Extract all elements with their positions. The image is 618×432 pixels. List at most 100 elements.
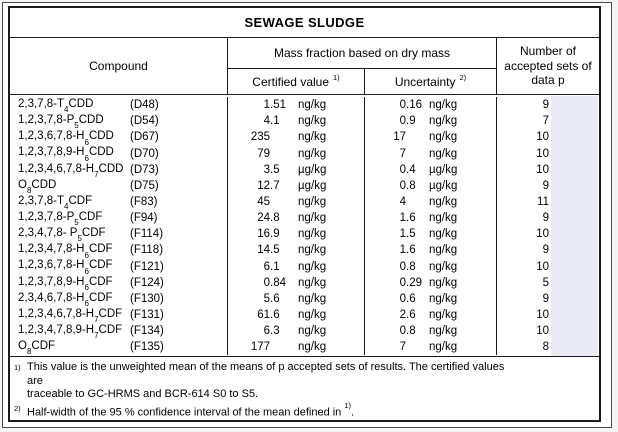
certified-value-fraction: .5 xyxy=(270,244,280,257)
compound-name: 1,2,3,6,7,8-H6CDF xyxy=(18,259,113,276)
uncertainty-number: 1 xyxy=(399,244,406,257)
table-row: 2,3,7,8-T4CDF (F83) 45 ng/kg 4 ng/kg 11 xyxy=(10,193,599,211)
certified-value-cell: 45 ng/kg xyxy=(228,193,365,211)
footnote-marker: 1) xyxy=(14,363,21,373)
accepted-sets-value: 10 xyxy=(536,325,549,338)
uncertainty-cell: 1.6 ng/kg xyxy=(365,210,497,227)
uncertainty-number: 1 xyxy=(399,228,406,241)
uncertainty-number: 0 xyxy=(399,115,406,128)
certification-table: SEWAGE SLUDGE Compound Mass fraction bas… xyxy=(8,6,601,422)
table-row: 1,2,3,4,6,7,8-H7CDF (F131) 61.6 ng/kg 2.6 ng/… xyxy=(10,306,599,325)
accepted-sets-value: 9 xyxy=(542,99,549,112)
certified-value-number: 5 xyxy=(263,292,270,305)
accepted-sets-cell: 10 xyxy=(497,323,599,339)
uncertainty-number: 0 xyxy=(399,260,406,273)
accepted-sets-value: 9 xyxy=(542,244,549,257)
table-body: 2,3,7,8-T4CDD (D48) 1.51 ng/kg 0.16 ng/kg 9 1,2… xyxy=(10,95,599,358)
compound-name: 1,2,3,7,8,9-H6CDF xyxy=(18,275,113,292)
uncertainty-cell: 0.16 ng/kg xyxy=(365,97,497,114)
table-row: O8CDF (F135) 177 ng/kg 7 ng/kg 8 xyxy=(10,339,599,357)
compound-name: O8CDF xyxy=(18,340,56,357)
footnote: 2) Half-width of the 95 % confidence inte… xyxy=(10,400,599,420)
uncertainty-cell: 0.4 µg/kg xyxy=(365,161,497,178)
compound-name: 1,2,3,4,6,7,8-H7CDD xyxy=(18,162,124,179)
certified-value-cell: 16.9 ng/kg xyxy=(228,226,365,243)
table-row: 2,3,4,6,7,8-H6CDF (F130) 5.6 ng/kg 0.6 ng/kg 9 xyxy=(10,290,599,308)
uncertainty-fraction: .8 xyxy=(406,325,416,338)
uncertainty-label: Uncertainty xyxy=(394,74,456,89)
accepted-sets-value: 5 xyxy=(542,276,549,289)
accepted-sets-cell: 9 xyxy=(497,210,599,226)
uncertainty-unit: µg/kg xyxy=(429,179,458,192)
uncertainty-fraction: .29 xyxy=(406,276,422,289)
table-row: 1,2,3,6,7,8-H6CDF (F121) 6.1 ng/kg 0.8 ng/kg 1… xyxy=(10,258,599,276)
compound-subscript: 8 xyxy=(26,186,32,196)
compound-code: (F131) xyxy=(130,308,164,321)
accepted-sets-cell: 5 xyxy=(497,275,599,291)
compound-subscript: 6 xyxy=(84,137,89,147)
uncertainty-unit: µg/kg xyxy=(429,163,458,176)
compound-subscript: 4 xyxy=(64,105,69,115)
uncertainty-number: 0 xyxy=(399,179,406,192)
compound-name: 1,2,3,4,6,7,8-H7CDF xyxy=(18,307,123,325)
compound-code: (D73) xyxy=(130,163,159,176)
accepted-sets-value: 9 xyxy=(542,179,549,192)
uncertainty-number: 2 xyxy=(399,308,406,321)
certified-value-fraction: .1 xyxy=(270,115,280,128)
uncertainty-number: 17 xyxy=(393,131,406,144)
certified-value-cell: 1.51 ng/kg xyxy=(228,97,365,114)
uncertainty-fraction: .9 xyxy=(406,115,416,128)
uncertainty-cell: 0.8 µg/kg xyxy=(365,177,497,194)
compound-code: (F121) xyxy=(130,260,164,273)
accepted-sets-value: 10 xyxy=(536,163,549,176)
compound-subscript: 6 xyxy=(84,299,89,308)
table-row: 1,2,3,7,8-P5CDD (D54) 4.1 ng/kg 0.9 ng/kg 7 xyxy=(10,113,599,131)
compound-name: 1,2,3,6,7,8-H6CDD xyxy=(18,130,114,147)
certified-value-cell: 6.1 ng/kg xyxy=(228,258,365,275)
certified-value-number: 16 xyxy=(257,228,270,241)
accepted-sets-cell: 7 xyxy=(497,113,599,129)
column-header-accepted-sets: Number of accepted sets of data p xyxy=(504,44,592,88)
uncertainty-number: 0 xyxy=(399,276,406,289)
compound-cell: 1,2,3,6,7,8-H6CDD (D67) xyxy=(10,129,228,147)
accepted-sets-value: 9 xyxy=(542,212,549,225)
certified-value-unit: ng/kg xyxy=(298,325,327,338)
uncertainty-unit: ng/kg xyxy=(429,115,458,128)
certified-value-unit: ng/kg xyxy=(298,131,327,144)
accepted-sets-cell: 10 xyxy=(497,226,599,242)
certified-value-label: Certified value xyxy=(252,74,330,89)
compound-code: (D54) xyxy=(130,115,159,128)
document-frame: SEWAGE SLUDGE Compound Mass fraction bas… xyxy=(2,2,612,428)
uncertainty-fraction: .6 xyxy=(406,308,416,321)
certified-value-fraction: .6 xyxy=(270,292,280,305)
footnote-line: Half-width of the 95 % confidence interv… xyxy=(27,400,355,419)
column-header-certified-value: Certified value 1) xyxy=(228,69,365,95)
certified-value-unit: ng/kg xyxy=(298,244,327,257)
uncertainty-cell: 7 ng/kg xyxy=(365,339,497,356)
uncertainty-number: 0 xyxy=(399,292,406,305)
certified-value-unit: µg/kg xyxy=(298,179,327,192)
certified-value-unit: ng/kg xyxy=(298,276,327,289)
compound-subscript: 5 xyxy=(74,121,79,131)
certified-value-fraction: .9 xyxy=(270,228,280,241)
certified-value-fraction: .7 xyxy=(270,179,280,192)
compound-name: 1,2,3,7,8,9-H6CDD xyxy=(18,146,114,163)
compound-code: (D75) xyxy=(130,179,159,192)
uncertainty-unit: ng/kg xyxy=(429,292,458,305)
footnote-inline-ref: 1) xyxy=(344,400,352,410)
table-row: 1,2,3,4,7,8,9-H7CDF (F134) 6.3 ng/kg 0.8 ng/k… xyxy=(10,323,599,340)
table-row: 1,2,3,4,6,7,8-H7CDD (D73) 3.5 µg/kg 0.4 µg/kg… xyxy=(10,161,599,179)
table-header: Compound Mass fraction based on dry mass… xyxy=(10,38,599,96)
certified-value-number: 177 xyxy=(250,341,270,354)
compound-cell: 1,2,3,6,7,8-H6CDF (F121) xyxy=(10,258,228,276)
compound-code: (F124) xyxy=(130,276,164,289)
uncertainty-fraction: .4 xyxy=(406,163,416,176)
certified-value-cell: 14.5 ng/kg xyxy=(228,242,365,259)
uncertainty-cell: 17 ng/kg xyxy=(365,129,497,146)
compound-cell: 1,2,3,7,8,9-H6CDF (F124) xyxy=(10,274,228,292)
certified-value-number: 6 xyxy=(263,325,270,338)
accepted-sets-value: 9 xyxy=(542,292,549,305)
uncertainty-fraction: .8 xyxy=(406,260,416,273)
compound-cell: 1,2,3,4,7,8,9-H7CDF (F134) xyxy=(10,323,228,340)
